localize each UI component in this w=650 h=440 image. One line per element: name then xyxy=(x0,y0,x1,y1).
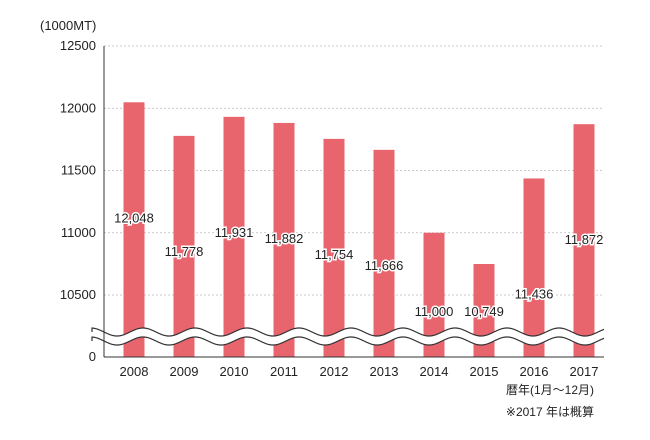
axis-break-band xyxy=(92,328,604,345)
data-label-2014: 11,000 xyxy=(415,304,454,319)
footnote: ※2017 年は概算 xyxy=(506,404,594,419)
x-tick-label-2009: 2009 xyxy=(170,364,199,379)
bar-2011 xyxy=(273,122,295,357)
bar-2013 xyxy=(373,149,395,357)
data-label-2008: 12,048 xyxy=(114,210,154,225)
y-tick-label-11500: 11500 xyxy=(61,163,96,178)
axis-break-line-upper xyxy=(91,327,605,337)
x-tick-label-2016: 2016 xyxy=(520,364,549,379)
data-label-2009: 11,778 xyxy=(165,244,204,259)
data-label-2015: 10,749 xyxy=(464,304,504,319)
x-tick-label-2017: 2017 xyxy=(570,364,599,379)
data-label-2017: 11,872 xyxy=(565,232,604,247)
x-tick-label-2011: 2011 xyxy=(270,364,298,379)
y-tick-label-0: 0 xyxy=(89,349,96,364)
bar-2008 xyxy=(123,102,145,357)
data-label-2013: 11,666 xyxy=(365,258,404,273)
bar-2017 xyxy=(573,124,595,357)
axis-break xyxy=(91,327,605,346)
x-tick-label-2015: 2015 xyxy=(470,364,499,379)
x-tick-label-2012: 2012 xyxy=(320,364,349,379)
y-tick-labels: 12500 12000 11500 11000 10500 0 xyxy=(60,38,96,364)
x-tick-labels: 2008 2009 2010 2011 2012 2013 2014 2015 2016 2017 xyxy=(120,364,599,379)
axis-break-line-lower xyxy=(91,336,605,346)
y-tick-label-11000: 11000 xyxy=(61,225,96,240)
bar-2012 xyxy=(323,138,345,357)
y-axis-unit-label: (1000MT) xyxy=(40,18,96,33)
data-labels: 12,048 11,778 11,931 11,882 11,754 11,666 11,0… xyxy=(113,209,605,321)
data-label-2012: 11,754 xyxy=(315,247,354,262)
x-tick-label-2010: 2010 xyxy=(220,364,249,379)
bar-2009 xyxy=(173,135,195,357)
data-label-2011: 11,882 xyxy=(265,231,304,246)
gridlines xyxy=(104,45,604,296)
x-tick-label-2008: 2008 xyxy=(120,364,149,379)
x-tick-label-2013: 2013 xyxy=(370,364,399,379)
bar-2010 xyxy=(223,116,245,357)
y-tick-label-10500: 10500 xyxy=(60,287,96,302)
bar-2016 xyxy=(523,178,545,357)
x-tick-label-2014: 2014 xyxy=(420,364,449,379)
data-label-2010: 11,931 xyxy=(215,225,254,240)
data-label-2016: 11,436 xyxy=(515,286,554,301)
y-tick-label-12000: 12000 xyxy=(60,100,96,115)
y-tick-label-12500: 12500 xyxy=(60,38,96,53)
bar-2014 xyxy=(423,232,445,357)
x-axis-title: 暦年(1月〜12月) xyxy=(506,383,594,397)
bars xyxy=(123,102,595,357)
